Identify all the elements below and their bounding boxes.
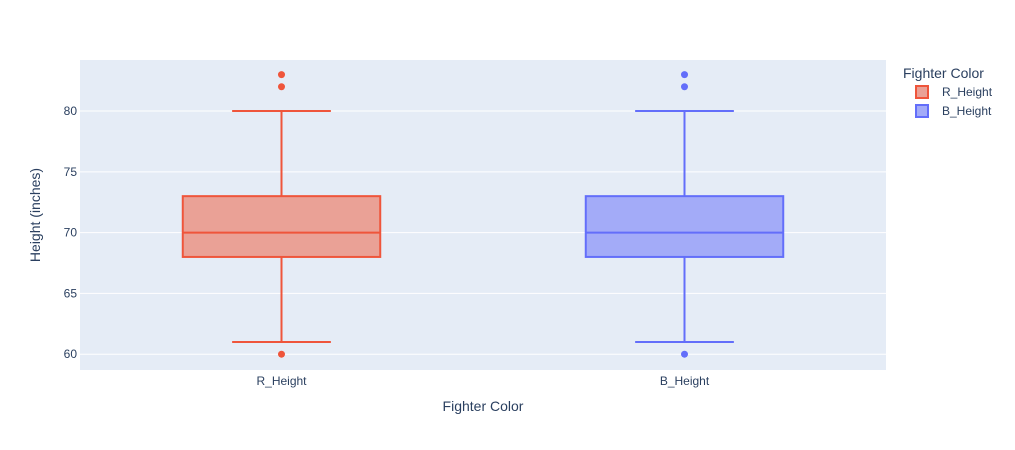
x-tick-label-B_Height: B_Height (660, 374, 710, 388)
legend-label: B_Height (942, 104, 992, 118)
outlier-point-0 (681, 71, 688, 79)
iqr-box (181, 195, 382, 258)
legend-title: Fighter Color (903, 65, 984, 81)
y-axis-title: Height (inches) (27, 168, 43, 262)
y-tick-label-70: 70 (64, 226, 78, 240)
y-tick-label-65: 65 (64, 286, 78, 300)
y-tick-labels: 60 65 70 75 80 (64, 104, 78, 361)
iqr-box (584, 195, 785, 258)
outlier-point-0 (278, 71, 285, 79)
box-series (181, 71, 785, 358)
legend-item-R_Height[interactable]: R_Height (915, 85, 993, 99)
legend-swatch (915, 104, 929, 118)
legend-label: R_Height (942, 85, 993, 99)
outlier-point-1 (278, 83, 285, 91)
legend[interactable]: Fighter Color R_Height B_Height (903, 65, 993, 118)
legend-swatch (915, 85, 929, 99)
y-tick-label-80: 80 (64, 104, 78, 118)
legend-item-B_Height[interactable]: B_Height (915, 104, 992, 118)
y-tick-label-75: 75 (64, 165, 78, 179)
x-tick-label-R_Height: R_Height (256, 374, 307, 388)
x-tick-labels: R_Height B_Height (256, 374, 709, 388)
outlier-point-1 (681, 83, 688, 91)
outlier-point-2 (278, 350, 285, 358)
y-tick-label-60: 60 (64, 347, 78, 361)
box-R_Height (181, 71, 382, 358)
outlier-point-2 (681, 350, 688, 358)
x-axis-title: Fighter Color (443, 398, 524, 414)
box-B_Height (584, 71, 785, 358)
